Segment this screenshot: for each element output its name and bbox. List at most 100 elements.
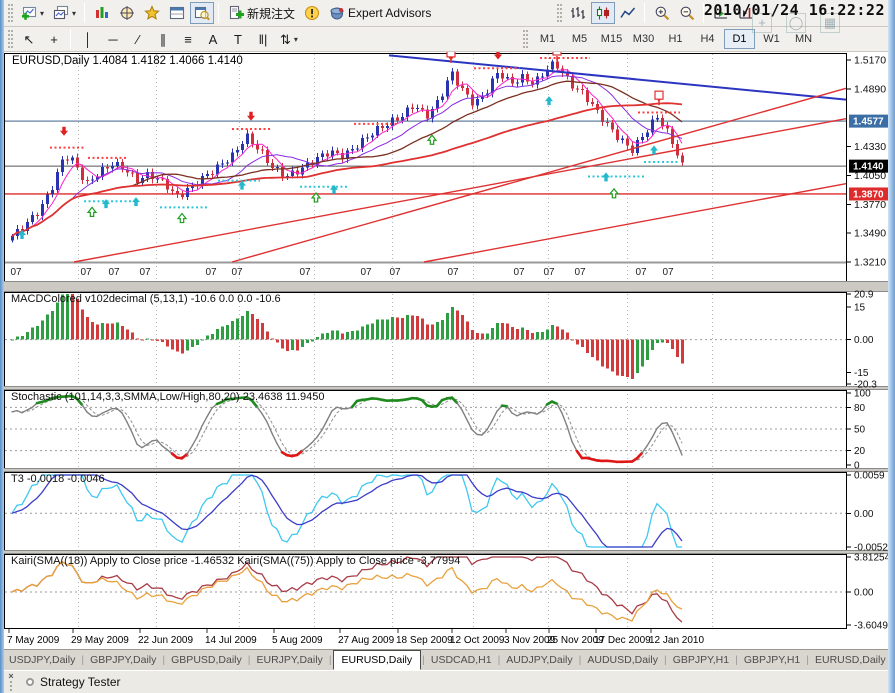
svg-text:0.00: 0.00 [854, 335, 874, 346]
svg-text:29 May 2009: 29 May 2009 [71, 635, 129, 646]
window-right-edge[interactable] [888, 0, 895, 693]
channel-button[interactable]: ∥ [151, 28, 175, 50]
cycle-button[interactable]: ‖| [251, 28, 275, 50]
toolbar-drawing: ↖ + │ ─ ∕ ∥ ≡ A T ‖| ⇅ ▾ M1 M5 M15 M30 H1 H4 D1 W1 MN [4, 27, 888, 52]
data-window-icon [169, 5, 185, 21]
market-watch-button[interactable] [90, 2, 114, 24]
tester-close-button[interactable]: × [8, 671, 14, 681]
new-order-button[interactable]: 新規注文 [224, 2, 299, 24]
chart-controls-group [565, 2, 758, 24]
chart-tab-gbpjpy-daily-1[interactable]: GBPJPY,Daily [90, 654, 157, 666]
toolbar-separator [84, 3, 86, 23]
svg-text:20.9: 20.9 [854, 290, 874, 301]
profiles-button[interactable]: ▾ [49, 2, 80, 24]
chart-tab-audusd-daily-7[interactable]: AUDUSD,Daily [587, 654, 658, 666]
arrows-icon: ⇅ [280, 31, 291, 47]
favorites-button[interactable] [140, 2, 164, 24]
svg-text:07: 07 [543, 267, 555, 278]
toolbar-grip[interactable] [8, 30, 13, 48]
timeframe-m15-button[interactable]: M15 [600, 33, 623, 45]
navigator-button[interactable] [115, 2, 139, 24]
svg-text:07: 07 [231, 267, 243, 278]
chart-tab-audjpy-daily-6[interactable]: AUDJPY,Daily [506, 654, 573, 666]
timeframe-group: M1 M5 M15 M30 H1 H4 D1 W1 MN [531, 29, 819, 49]
text-button[interactable]: A [201, 28, 225, 50]
data-window-button[interactable] [165, 2, 189, 24]
tab-separator: | [328, 654, 332, 666]
toolbar-grip[interactable] [8, 4, 13, 22]
new-chart-button[interactable]: ▾ [17, 2, 48, 24]
label-button[interactable]: T [226, 28, 250, 50]
svg-text:-15: -15 [854, 368, 869, 379]
favorites-icon [144, 5, 160, 21]
chart-candles-button[interactable] [591, 2, 615, 24]
chart-tab-usdjpy-daily-0[interactable]: USDJPY,Daily [9, 654, 76, 666]
tab-separator: | [81, 654, 85, 666]
chart-tab-eurjpy-daily-3[interactable]: EURJPY,Daily [256, 654, 323, 666]
chart-tab-usdcad-h1-5[interactable]: USDCAD,H1 [430, 654, 492, 666]
trendline-button[interactable]: ∕ [126, 28, 150, 50]
zoom-in-button[interactable] [650, 2, 674, 24]
chart-shift-icon [738, 5, 754, 21]
zoom-in-icon [654, 5, 670, 21]
chart-line-button[interactable] [616, 2, 640, 24]
timeframe-w1-button[interactable]: W1 [763, 33, 780, 45]
strategy-tester-button[interactable] [190, 2, 215, 24]
hline-button[interactable]: ─ [101, 28, 125, 50]
cursor-button[interactable]: ↖ [17, 28, 41, 50]
svg-text:1.3490: 1.3490 [854, 228, 886, 240]
svg-text:12 Oct 2009: 12 Oct 2009 [450, 635, 505, 646]
arrows-button[interactable]: ⇅ ▾ [276, 28, 302, 50]
label-icon: T [234, 31, 242, 47]
expert-advisors-button[interactable]: Expert Advisors [325, 2, 435, 24]
metaeditor-button[interactable] [300, 2, 324, 24]
svg-text:07: 07 [205, 267, 217, 278]
fibo-button[interactable]: ≡ [176, 28, 200, 50]
vline-button[interactable]: │ [76, 28, 100, 50]
timeframe-h1-button[interactable]: H1 [668, 33, 683, 45]
svg-text:7 May 2009: 7 May 2009 [7, 635, 60, 646]
toolbar-grip[interactable] [523, 30, 528, 48]
zoom-out-button[interactable] [675, 2, 699, 24]
toolbar-chart-controls [556, 2, 758, 24]
crosshair-button[interactable]: + [42, 28, 66, 50]
toolbar-grip[interactable] [557, 4, 562, 22]
cycle-icon: ‖| [258, 31, 268, 47]
svg-text:20: 20 [854, 446, 866, 457]
chart-tab-gbpjpy-h1-9[interactable]: GBPJPY,H1 [743, 654, 801, 666]
timeframe-m5-button[interactable]: M5 [571, 33, 588, 45]
tab-separator: | [735, 654, 738, 666]
window-left-edge [0, 0, 4, 693]
chart-shift-button[interactable] [734, 2, 758, 24]
chart-tab-eurusd-daily-4[interactable]: EURUSD,Daily [332, 650, 422, 670]
chart-tab-eurusd-daily-10[interactable]: EURUSD,Daily [815, 654, 886, 666]
timeframe-h4-button[interactable]: H4 [700, 33, 715, 45]
t3-indicator-label: T3 -0.0018 -0.0046 [11, 473, 105, 485]
chart-tab-gbpjpy-h1-8[interactable]: GBPJPY,H1 [672, 654, 730, 666]
chart-tab-gbpusd-daily-2[interactable]: GBPUSD,Daily [171, 654, 242, 666]
strategy-tester-icon [194, 5, 210, 21]
market-watch-icon [94, 5, 110, 21]
auto-scroll-button[interactable] [709, 2, 733, 24]
svg-text:1.4890: 1.4890 [854, 83, 886, 95]
chart-canvas[interactable]: 07 07 07 07 07 07 07 07 07 07 07 07 07 07 07 1.5170 1.48… [4, 52, 888, 649]
expert-advisors-label: Expert Advisors [348, 6, 432, 20]
svg-text:0: 0 [854, 461, 860, 472]
new-order-label: 新規注文 [247, 6, 296, 21]
timeframe-m30-button[interactable]: M30 [632, 33, 655, 45]
timeframe-m1-button[interactable]: M1 [539, 33, 556, 45]
channel-icon: ∥ [159, 31, 167, 47]
tester-panel-grip[interactable]: × [4, 671, 18, 693]
svg-text:-20.3: -20.3 [854, 380, 877, 391]
timeframe-d1-button[interactable]: D1 [724, 29, 755, 49]
new-order-icon [228, 5, 245, 21]
tester-header[interactable]: Strategy Tester [18, 675, 120, 689]
svg-text:100: 100 [854, 389, 871, 400]
chart-bars-button[interactable] [566, 2, 590, 24]
svg-text:5 Aug 2009: 5 Aug 2009 [272, 635, 323, 646]
chart-title: EURUSD,Daily 1.4084 1.4182 1.4066 1.4140 [12, 55, 243, 67]
tab-separator: | [663, 654, 667, 666]
timestamp-overlay: 2010/01/24 16:22:22 [703, 1, 885, 19]
faded-plus-icon: + [752, 13, 772, 33]
timeframe-mn-button[interactable]: MN [794, 33, 813, 45]
